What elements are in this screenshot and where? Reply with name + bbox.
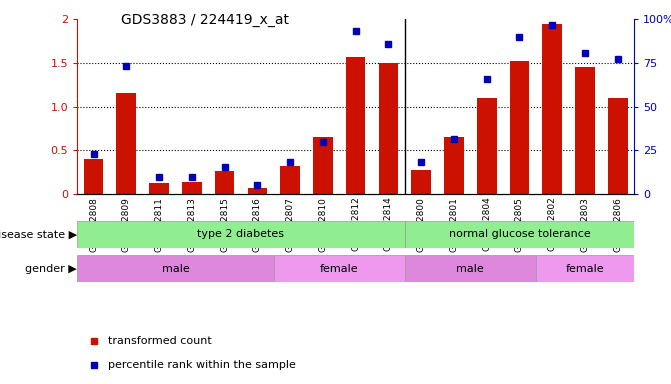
Bar <box>378 63 398 194</box>
Text: normal glucose tolerance: normal glucose tolerance <box>448 229 590 239</box>
Bar <box>509 61 529 194</box>
Text: GDS3883 / 224419_x_at: GDS3883 / 224419_x_at <box>121 13 289 27</box>
Bar <box>77 221 405 248</box>
Bar <box>215 171 234 194</box>
Text: type 2 diabetes: type 2 diabetes <box>197 229 285 239</box>
Text: male: male <box>456 264 484 274</box>
Text: transformed count: transformed count <box>108 336 211 346</box>
Bar <box>280 166 300 194</box>
Text: female: female <box>320 264 358 274</box>
Bar <box>405 255 536 282</box>
Bar <box>411 170 431 194</box>
Bar <box>405 221 634 248</box>
Bar <box>77 255 274 282</box>
Bar <box>575 67 595 194</box>
Bar <box>248 188 267 194</box>
Bar <box>149 182 169 194</box>
Bar <box>444 137 464 194</box>
Bar <box>608 98 627 194</box>
Text: female: female <box>566 264 605 274</box>
Bar <box>117 93 136 194</box>
Bar <box>536 255 634 282</box>
Bar <box>274 255 405 282</box>
Text: percentile rank within the sample: percentile rank within the sample <box>108 360 296 370</box>
Text: male: male <box>162 264 189 274</box>
Bar <box>182 182 202 194</box>
Bar <box>542 23 562 194</box>
Text: disease state ▶: disease state ▶ <box>0 229 77 239</box>
Text: gender ▶: gender ▶ <box>25 264 77 274</box>
Bar <box>346 57 366 194</box>
Bar <box>477 98 497 194</box>
Bar <box>313 137 333 194</box>
Bar <box>84 159 103 194</box>
